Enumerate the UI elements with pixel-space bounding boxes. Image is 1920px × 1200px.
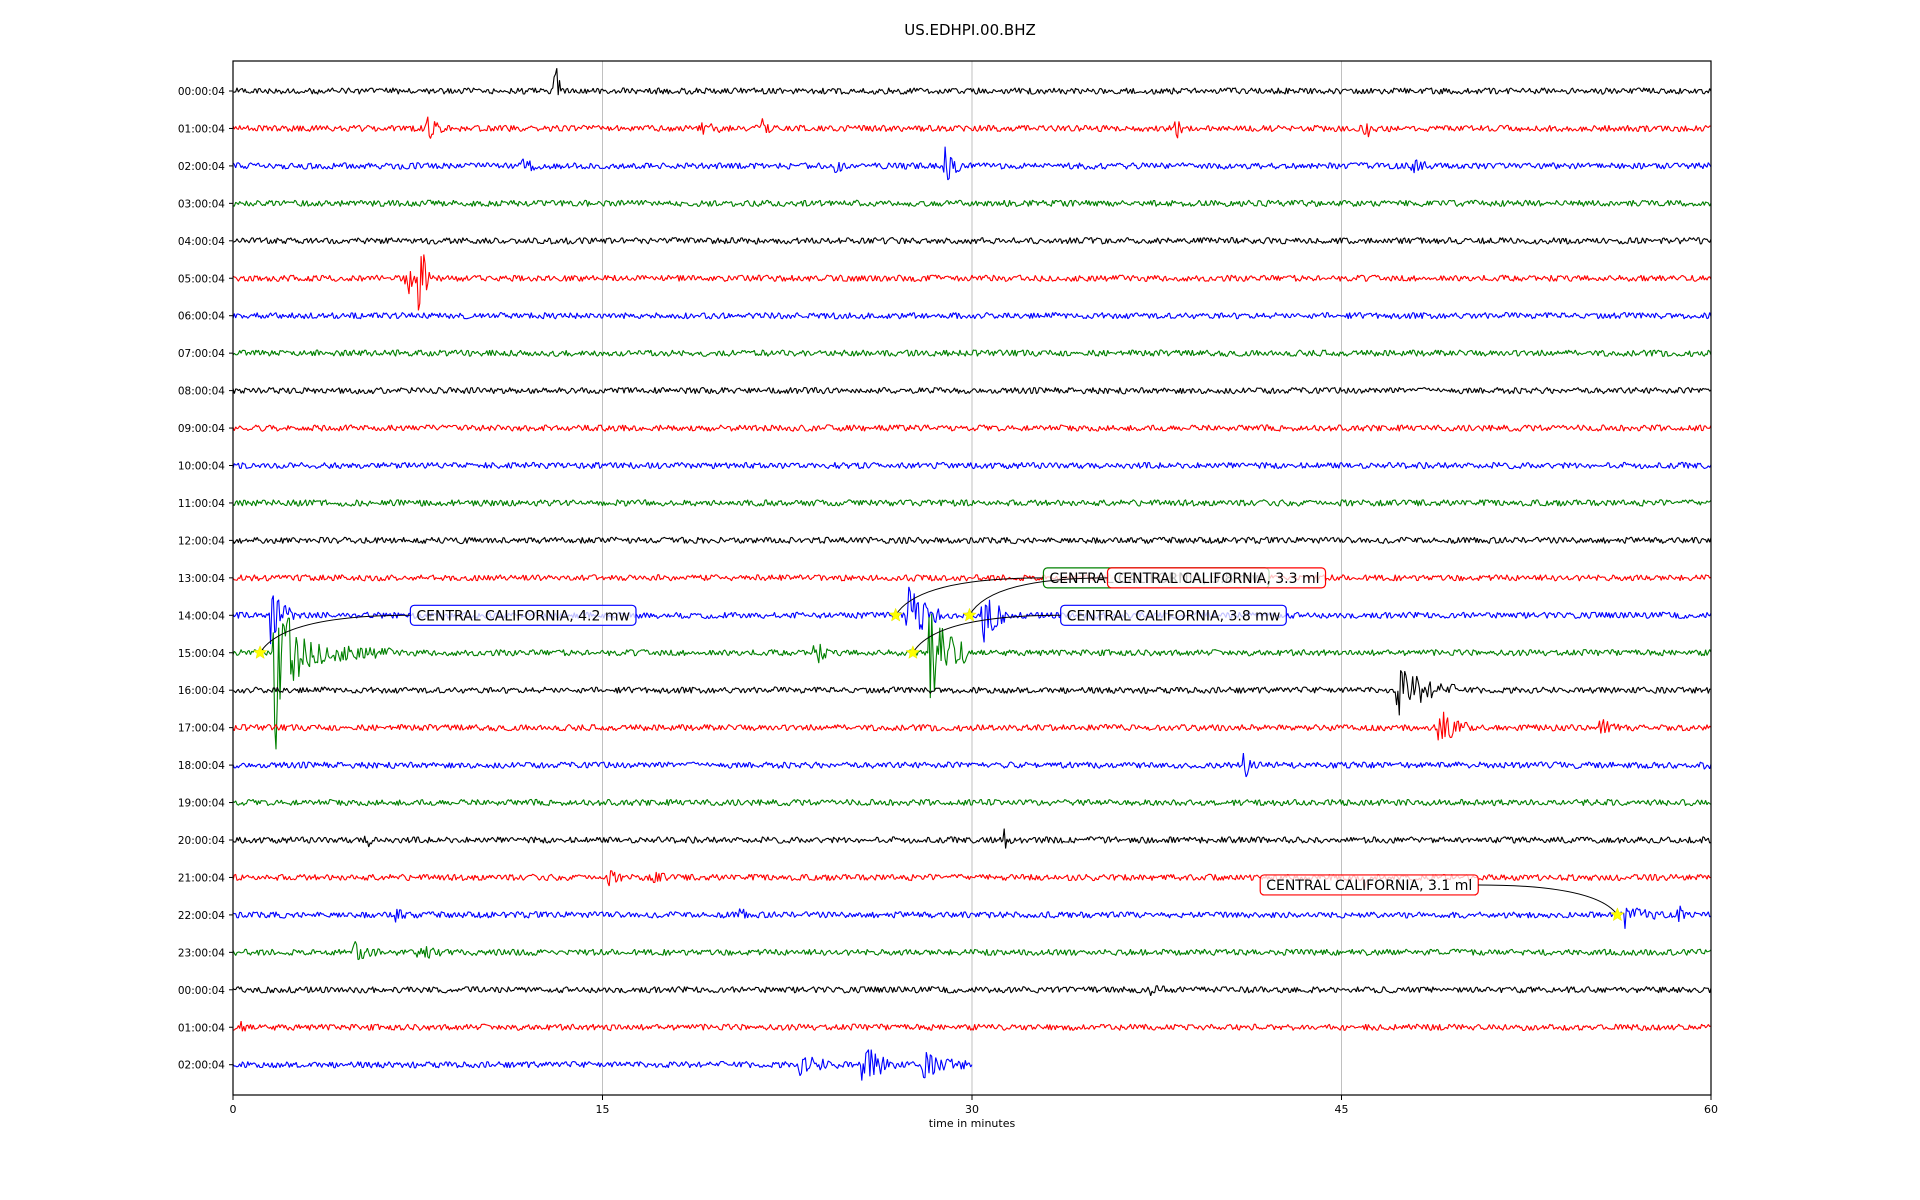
trace-line-15 [232, 613, 1712, 750]
trace-time-label: 04:00:04 [178, 236, 225, 248]
trace-time-label: 03:00:04 [178, 198, 225, 210]
trace-line-22 [232, 905, 1712, 929]
trace-line-16 [232, 670, 1712, 716]
trace-time-label: 00:00:04 [178, 985, 225, 997]
event-star-marker [252, 645, 268, 659]
event-connector [1478, 884, 1618, 916]
event-star-marker [962, 607, 977, 622]
trace-line-6 [232, 311, 1712, 320]
trace-line-17 [232, 711, 1712, 741]
trace-line-3 [232, 199, 1712, 208]
x-axis-label: time in minutes [929, 1117, 1016, 1130]
trace-time-label: 23:00:04 [178, 947, 225, 959]
event-star-marker [888, 607, 903, 622]
trace-time-label: 07:00:04 [178, 348, 225, 360]
x-axis-ticks: 0 15 30 45 60 [230, 1095, 1718, 1116]
x-tick-label: 15 [596, 1103, 610, 1116]
trace-time-label: 21:00:04 [178, 872, 225, 884]
trace-time-label: 08:00:04 [178, 386, 225, 398]
trace-line-20 [232, 828, 1712, 849]
trace-group [232, 68, 1712, 1081]
trace-time-label: 19:00:04 [178, 798, 225, 810]
trace-line-7 [232, 349, 1712, 357]
trace-line-2 [232, 146, 1712, 181]
trace-time-label: 00:00:04 [178, 86, 225, 98]
trace-time-label: 16:00:04 [178, 685, 225, 697]
trace-line-8 [232, 386, 1712, 395]
trace-line-12 [232, 536, 1712, 545]
event-connector [895, 577, 1044, 616]
trace-time-label: 11:00:04 [178, 498, 225, 510]
trace-time-labels: 00:00:04 01:00:04 02:00:04 03:00:04 04:00:04… [178, 86, 233, 1072]
event-connector [259, 614, 411, 654]
x-tick-label: 45 [1335, 1103, 1349, 1116]
trace-line-11 [232, 499, 1712, 507]
event-label: CENTRAL CALIFORNIA, 3.1 ml [1266, 878, 1472, 894]
trace-line-10 [232, 461, 1712, 470]
trace-line-13 [232, 574, 1712, 582]
x-tick-label: 0 [230, 1103, 237, 1116]
trace-line-1 [232, 116, 1712, 139]
trace-time-label: 20:00:04 [178, 835, 225, 847]
trace-time-label: 22:00:04 [178, 910, 225, 922]
trace-line-9 [232, 424, 1712, 432]
trace-time-label: 15:00:04 [178, 648, 225, 660]
chart-title: US.EDHPI.00.BHZ [904, 21, 1036, 39]
trace-line-0 [232, 68, 1712, 96]
event-star-marker [1610, 907, 1625, 922]
event-connector [969, 577, 1108, 616]
trace-line-24 [232, 985, 1712, 996]
trace-line-23 [232, 941, 1712, 961]
trace-time-label: 14:00:04 [178, 610, 225, 622]
trace-line-5 [232, 254, 1712, 311]
trace-time-label: 06:00:04 [178, 311, 225, 323]
trace-time-label: 02:00:04 [178, 161, 225, 173]
event-label: CENTRAL CALIFORNIA, 3.3 ml [1113, 571, 1319, 587]
trace-line-19 [232, 798, 1712, 807]
trace-time-label: 13:00:04 [178, 573, 225, 585]
x-tick-label: 60 [1704, 1103, 1718, 1116]
trace-time-label: 10:00:04 [178, 461, 225, 473]
event-star-marker [905, 645, 921, 659]
trace-time-label: 01:00:04 [178, 123, 225, 135]
trace-line-25 [232, 1020, 1712, 1032]
event-label: CENTRAL CALIFORNIA, 3.8 mw [1067, 608, 1281, 624]
trace-time-label: 09:00:04 [178, 423, 225, 435]
trace-line-18 [232, 753, 1712, 778]
trace-time-label: 17:00:04 [178, 723, 225, 735]
x-tick-label: 30 [965, 1103, 979, 1116]
trace-time-label: 18:00:04 [178, 760, 225, 772]
trace-time-label: 01:00:04 [178, 1022, 225, 1034]
trace-time-label: 02:00:04 [178, 1060, 225, 1072]
trace-time-label: 12:00:04 [178, 535, 225, 547]
trace-time-label: 05:00:04 [178, 273, 225, 285]
trace-line-26 [232, 1049, 973, 1081]
event-connector [912, 614, 1061, 654]
event-label: CENTRAL CALIFORNIA, 4.2 mw [416, 608, 630, 624]
event-annotations: CENTRAL CALIFORNIA, 4.2 mw CENTRAL CALIFO… [252, 567, 1625, 922]
trace-line-4 [232, 237, 1712, 245]
